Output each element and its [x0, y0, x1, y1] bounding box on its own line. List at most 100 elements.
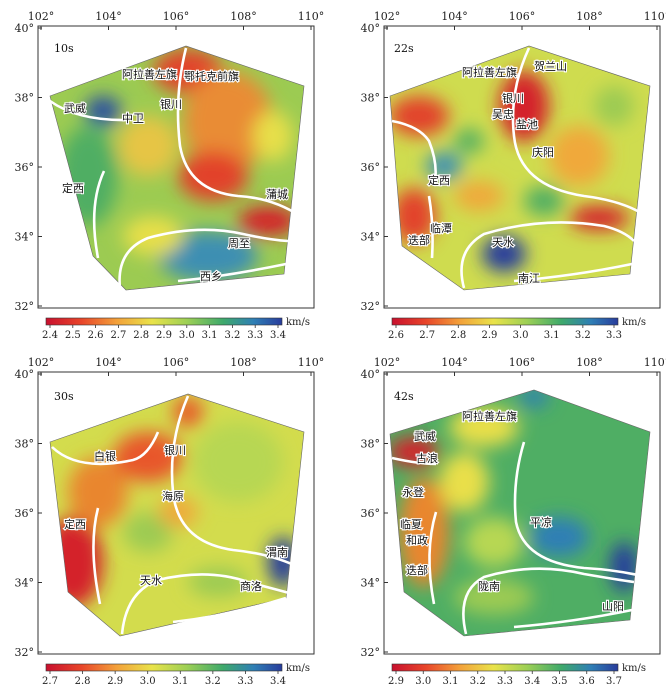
colorbar-tick-label: 2.5 — [65, 330, 81, 341]
city-label: 鄂托克前旗 — [184, 69, 239, 83]
city-label: 吴忠 — [492, 108, 514, 121]
city-label: 南江 — [518, 272, 540, 285]
city-label: 平凉 — [530, 515, 552, 529]
colorbar-tick-label: 3.3 — [497, 676, 513, 686]
lon-tick-label: 104° — [95, 356, 122, 369]
colorbar-tick-label: 3.5 — [552, 676, 568, 686]
velocity-field — [390, 390, 650, 636]
city-label: 银川 — [160, 97, 182, 111]
panel-22s: 22s 阿拉善左旗 贺兰山 银川 吴忠 盐池 庆阳 定西 临潭 迭部 天水 南江 — [383, 25, 661, 309]
city-label: 迭部 — [408, 233, 430, 247]
lat-tick-label: 36° — [15, 507, 35, 520]
city-label: 白银 — [94, 449, 116, 463]
city-label: 蒲城 — [266, 187, 288, 201]
colorbar-tick-label: 3.2 — [224, 330, 240, 341]
colorbar-tick-label: 2.8 — [450, 330, 466, 341]
city-label: 定西 — [62, 181, 84, 195]
colorbar-tick-label: 2.8 — [75, 676, 91, 686]
colorbar-tick-label: 3.1 — [172, 676, 188, 686]
city-label: 武威 — [64, 102, 86, 115]
period-label: 10s — [54, 42, 74, 55]
lat-tick-label: 40° — [15, 22, 35, 35]
lat-tick-label: 34° — [15, 577, 35, 590]
colorbar — [45, 317, 283, 326]
axis-ticks: 102° 104° 106° 108° 110° 40° 38° 36° 34° 32° 102° 1… — [15, 10, 666, 659]
colorbar — [391, 663, 619, 672]
lat-tick-label: 34° — [361, 231, 381, 244]
colorbar-tick-label: 3.2 — [470, 676, 486, 686]
colorbars: 2.4 2.5 2.6 2.7 2.8 2.9 3.0 3.1 3.2 3.3 3.4km/s2.6… — [42, 317, 646, 686]
lat-tick-label: 38° — [361, 92, 381, 105]
colorbar-tick-label: 2.6 — [388, 330, 404, 341]
velocity-field — [390, 46, 650, 290]
lon-tick-label: 104° — [95, 10, 122, 23]
colorbar-tick-label: 3.0 — [415, 676, 431, 686]
lon-tick-label: 106° — [163, 10, 190, 23]
period-label: 30s — [54, 390, 74, 403]
city-label: 西乡 — [200, 270, 222, 283]
colorbar-tick-label: 2.6 — [88, 330, 104, 341]
lon-tick-label: 104° — [441, 10, 468, 23]
lon-tick-label: 106° — [163, 356, 190, 369]
lat-tick-label: 36° — [361, 161, 381, 174]
colorbar-unit: km/s — [622, 317, 646, 328]
city-label: 贺兰山 — [534, 60, 567, 73]
lon-tick-label: 108° — [230, 10, 257, 23]
lon-tick-label: 110° — [298, 356, 325, 369]
city-label: 中卫 — [122, 112, 144, 125]
lat-tick-label: 32° — [361, 646, 381, 659]
lon-tick-label: 106° — [509, 356, 536, 369]
city-label: 阿拉善左旗 — [122, 67, 177, 81]
city-label: 银川 — [502, 91, 524, 105]
colorbar-tick-label: 3.7 — [606, 676, 622, 686]
velocity-field — [50, 46, 304, 290]
city-label: 天水 — [140, 574, 162, 587]
colorbar-tick-label: 2.9 — [388, 676, 404, 686]
colorbar-tick-label: 2.7 — [110, 330, 126, 341]
colorbar-tick-label: 2.4 — [42, 330, 58, 341]
colorbar — [391, 317, 619, 326]
city-label: 商洛 — [240, 579, 262, 593]
city-label: 渭南 — [266, 546, 288, 559]
lat-tick-label: 38° — [15, 92, 35, 105]
colorbar-unit: km/s — [286, 317, 310, 328]
city-label: 银川 — [164, 443, 186, 457]
city-label: 阿拉善左旗 — [462, 65, 517, 79]
lat-tick-label: 40° — [15, 368, 35, 381]
lon-tick-label: 108° — [576, 10, 603, 23]
colorbar-tick-label: 3.3 — [606, 330, 622, 341]
period-label: 22s — [394, 42, 414, 55]
city-labels: 白银 银川 海原 定西 天水 渭南 商洛 — [63, 442, 289, 594]
lat-tick-label: 40° — [361, 22, 381, 35]
lon-tick-label: 106° — [509, 10, 536, 23]
panel-10s: 10s 阿拉善左旗 鄂托克前旗 武威 中卫 银川 定西 蒲城 周至 西乡 — [37, 25, 315, 309]
lat-tick-label: 34° — [361, 577, 381, 590]
city-labels: 阿拉善左旗 武威 古浪 永登 临夏 和政 迭部 平凉 陇南 山阳 — [399, 408, 625, 614]
colorbar-tick-label: 3.4 — [270, 330, 286, 341]
lat-tick-label: 38° — [361, 438, 381, 451]
colorbar-tick-label: 2.7 — [42, 676, 58, 686]
lat-tick-label: 38° — [15, 438, 35, 451]
city-label: 永登 — [402, 485, 424, 499]
colorbar-tick-label: 3.2 — [205, 676, 221, 686]
lon-tick-label: 102° — [374, 356, 401, 369]
colorbar-tick-label: 3.1 — [202, 330, 218, 341]
lon-tick-label: 108° — [230, 356, 257, 369]
city-label: 阿拉善左旗 — [462, 409, 517, 423]
lat-tick-label: 32° — [15, 646, 35, 659]
city-label: 山阳 — [602, 600, 624, 613]
panel-42s: 42s 阿拉善左旗 武威 古浪 永登 临夏 和政 迭部 平凉 陇南 山阳 — [383, 371, 661, 655]
colorbar-tick-label: 3.3 — [247, 330, 263, 341]
lon-tick-label: 108° — [576, 356, 603, 369]
city-label: 海原 — [162, 489, 184, 503]
city-label: 古浪 — [416, 451, 438, 465]
fault-lines — [391, 441, 647, 635]
fault-lines — [391, 47, 647, 289]
city-label: 定西 — [64, 517, 86, 531]
colorbar-tick-label: 3.0 — [513, 330, 529, 341]
city-label: 盐池 — [516, 118, 538, 131]
period-label: 42s — [394, 390, 414, 403]
city-label: 武威 — [414, 430, 436, 443]
colorbar-unit: km/s — [286, 663, 310, 674]
